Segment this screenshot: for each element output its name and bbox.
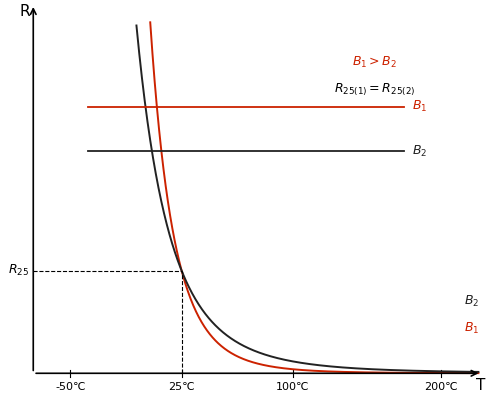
Text: 100℃: 100℃ [276,382,310,392]
Text: T: T [476,378,486,394]
Text: $B_2$: $B_2$ [412,144,427,159]
Text: -50℃: -50℃ [55,382,86,392]
Text: $B_2$: $B_2$ [464,294,479,309]
Text: $R_{25}$: $R_{25}$ [8,263,29,278]
Text: R: R [20,4,30,19]
Text: $R_{25(1)} = R_{25(2)}$: $R_{25(1)} = R_{25(2)}$ [334,82,415,98]
Text: $B_1$: $B_1$ [464,321,479,336]
Text: 200℃: 200℃ [424,382,458,392]
Text: $B_1 > B_2$: $B_1 > B_2$ [352,55,397,70]
Text: 25℃: 25℃ [169,382,195,392]
Text: $B_1$: $B_1$ [412,99,427,114]
